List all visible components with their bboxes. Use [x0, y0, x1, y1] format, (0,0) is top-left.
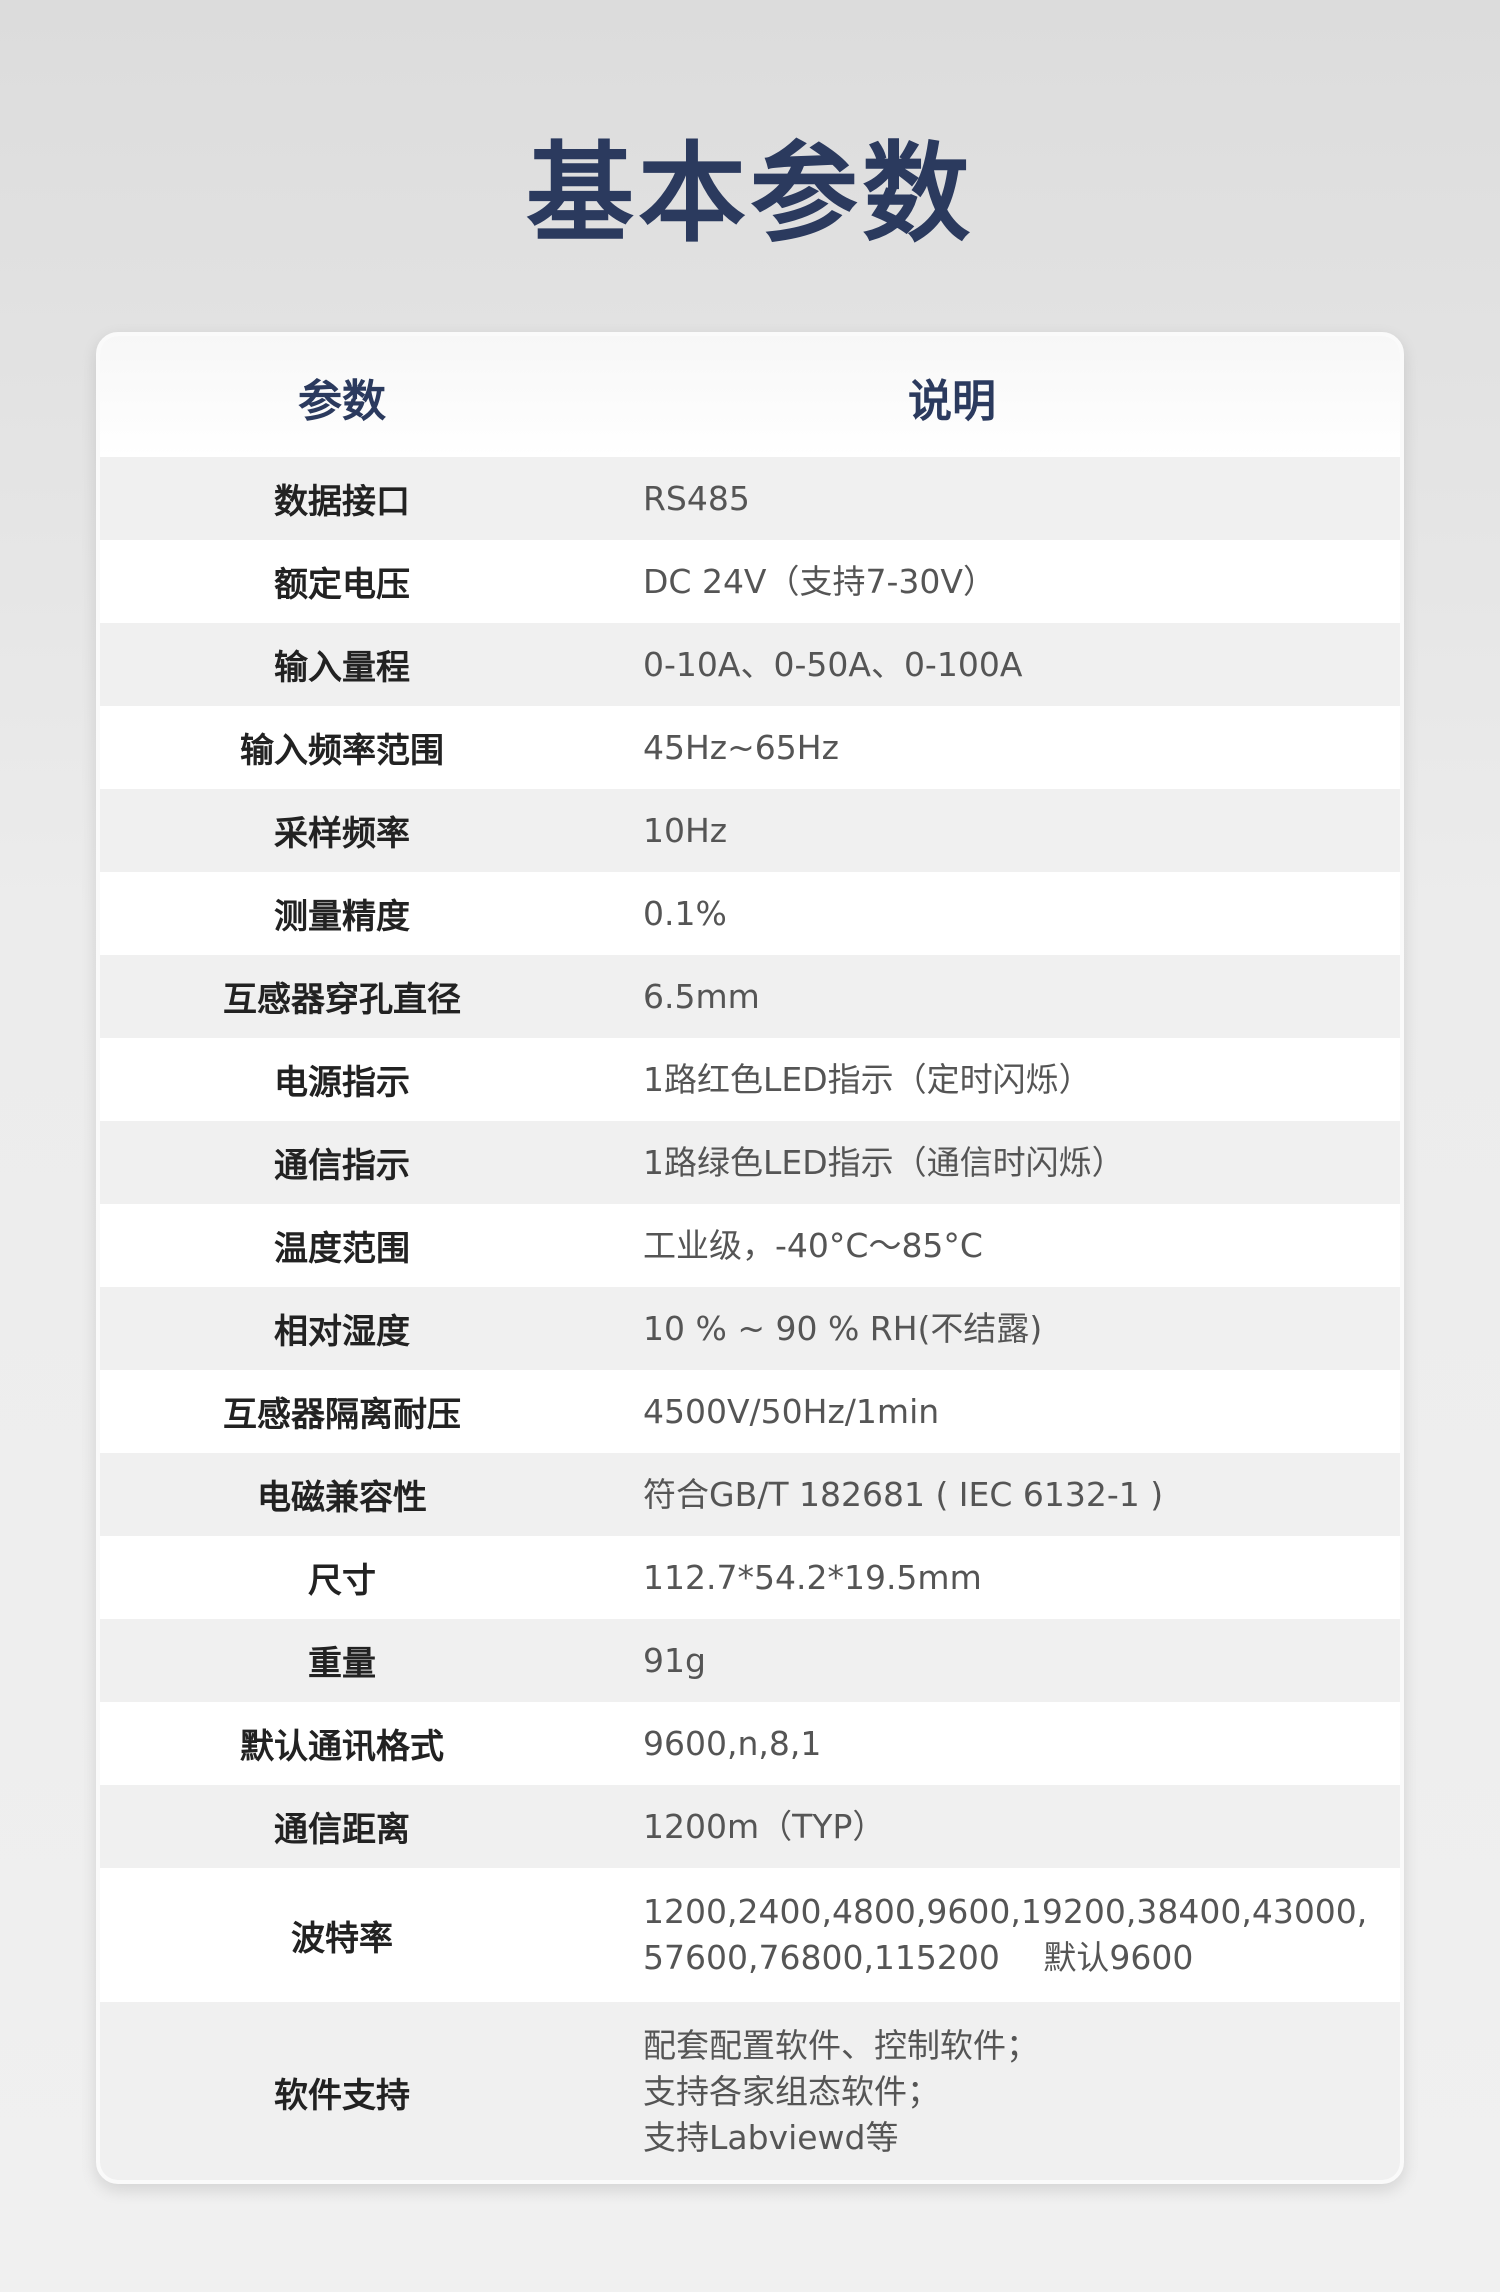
- table-row: 电磁兼容性 符合GB/T 182681 ( IEC 6132-1 ): [100, 1453, 1400, 1536]
- table-row: 互感器隔离耐压 4500V/50Hz/1min: [100, 1370, 1400, 1453]
- parameter-name: 通信指示: [274, 1146, 410, 1186]
- parameter-name: 额定电压: [274, 565, 410, 605]
- table-row: 采样频率 10Hz: [100, 789, 1400, 872]
- parameter-name: 电源指示: [274, 1063, 410, 1103]
- page-title: 基本参数: [525, 132, 974, 257]
- parameter-name: 采样频率: [274, 814, 410, 854]
- parameter-name: 通信距离: [274, 1810, 410, 1850]
- parameter-name: 输入频率范围: [240, 731, 444, 771]
- table-row: 输入频率范围 45Hz~65Hz: [100, 706, 1400, 789]
- parameter-name: 默认通讯格式: [240, 1727, 444, 1767]
- parameter-name: 数据接口: [274, 482, 410, 522]
- table-body: 数据接口 RS485 额定电压 DC 24V（支持7-30V） 输入量程 0-10A、0-…: [100, 457, 1400, 2180]
- parameter-name: 测量精度: [274, 897, 410, 937]
- parameter-name: 波特率: [291, 1918, 393, 1959]
- parameter-name: 互感器隔离耐压: [223, 1395, 461, 1435]
- parameter-value: 0-10A、0-50A、0-100A: [643, 644, 1023, 684]
- table-row: 重量 91g: [100, 1619, 1400, 1702]
- parameter-value: 1200m（TYP）: [643, 1806, 886, 1846]
- parameter-value: 0.1%: [643, 893, 727, 933]
- parameter-value: 1路红色LED指示（定时闪烁）: [643, 1059, 1092, 1099]
- table-row: 额定电压 DC 24V（支持7-30V）: [100, 540, 1400, 623]
- table-row: 互感器穿孔直径 6.5mm: [100, 955, 1400, 1038]
- table-header: 参数 说明: [100, 336, 1400, 457]
- table-row: 波特率 1200,2400,4800,9600,19200,38400,43000…: [100, 1868, 1400, 2002]
- parameter-name: 互感器穿孔直径: [223, 980, 461, 1020]
- parameter-name: 重量: [308, 1644, 376, 1684]
- parameter-value: 112.7*54.2*19.5mm: [643, 1557, 982, 1597]
- parameter-value: 10Hz: [643, 810, 728, 850]
- parameter-name: 软件支持: [274, 2075, 410, 2116]
- header-description: 说明: [908, 375, 996, 427]
- table-row: 测量精度 0.1%: [100, 872, 1400, 955]
- parameter-value: RS485: [643, 478, 750, 518]
- table-row: 相对湿度 10 % ~ 90 % RH(不结露): [100, 1287, 1400, 1370]
- table-row: 电源指示 1路红色LED指示（定时闪烁）: [100, 1038, 1400, 1121]
- table-row: 尺寸 112.7*54.2*19.5mm: [100, 1536, 1400, 1619]
- parameter-value: 9600,n,8,1: [643, 1723, 822, 1763]
- parameter-value: 1200,2400,4800,9600,19200,38400,43000, 5…: [643, 1892, 1368, 1977]
- parameter-name: 输入量程: [274, 648, 410, 688]
- parameter-name: 相对湿度: [274, 1312, 410, 1352]
- parameter-value: 工业级，-40°C～85°C: [643, 1225, 983, 1265]
- table-row: 软件支持 配套配置软件、控制软件； 支持各家组态软件； 支持Labviewd等: [100, 2002, 1400, 2180]
- parameter-value: 配套配置软件、控制软件； 支持各家组态软件； 支持Labviewd等: [643, 2026, 1039, 2157]
- parameter-table: 参数 说明 数据接口 RS485 额定电压 DC 24V（支持7-30V） 输入量程 0-…: [96, 332, 1404, 2184]
- parameter-value: 4500V/50Hz/1min: [643, 1391, 940, 1431]
- table-row: 通信指示 1路绿色LED指示（通信时闪烁）: [100, 1121, 1400, 1204]
- parameter-value: 10 % ~ 90 % RH(不结露): [643, 1308, 1043, 1348]
- table-row: 通信距离 1200m（TYP）: [100, 1785, 1400, 1868]
- parameter-name: 尺寸: [308, 1561, 376, 1601]
- header-parameter: 参数: [298, 375, 386, 427]
- table-row: 输入量程 0-10A、0-50A、0-100A: [100, 623, 1400, 706]
- parameter-value: DC 24V（支持7-30V）: [643, 561, 996, 601]
- parameter-value: 45Hz~65Hz: [643, 727, 839, 767]
- parameter-value: 符合GB/T 182681 ( IEC 6132-1 ): [643, 1474, 1164, 1514]
- table-row: 默认通讯格式 9600,n,8,1: [100, 1702, 1400, 1785]
- parameter-value: 91g: [643, 1640, 706, 1680]
- table-row: 温度范围 工业级，-40°C～85°C: [100, 1204, 1400, 1287]
- parameter-value: 6.5mm: [643, 976, 760, 1016]
- parameter-value: 1路绿色LED指示（通信时闪烁）: [643, 1142, 1125, 1182]
- table-row: 数据接口 RS485: [100, 457, 1400, 540]
- parameter-name: 温度范围: [274, 1229, 410, 1269]
- parameter-name: 电磁兼容性: [257, 1478, 427, 1518]
